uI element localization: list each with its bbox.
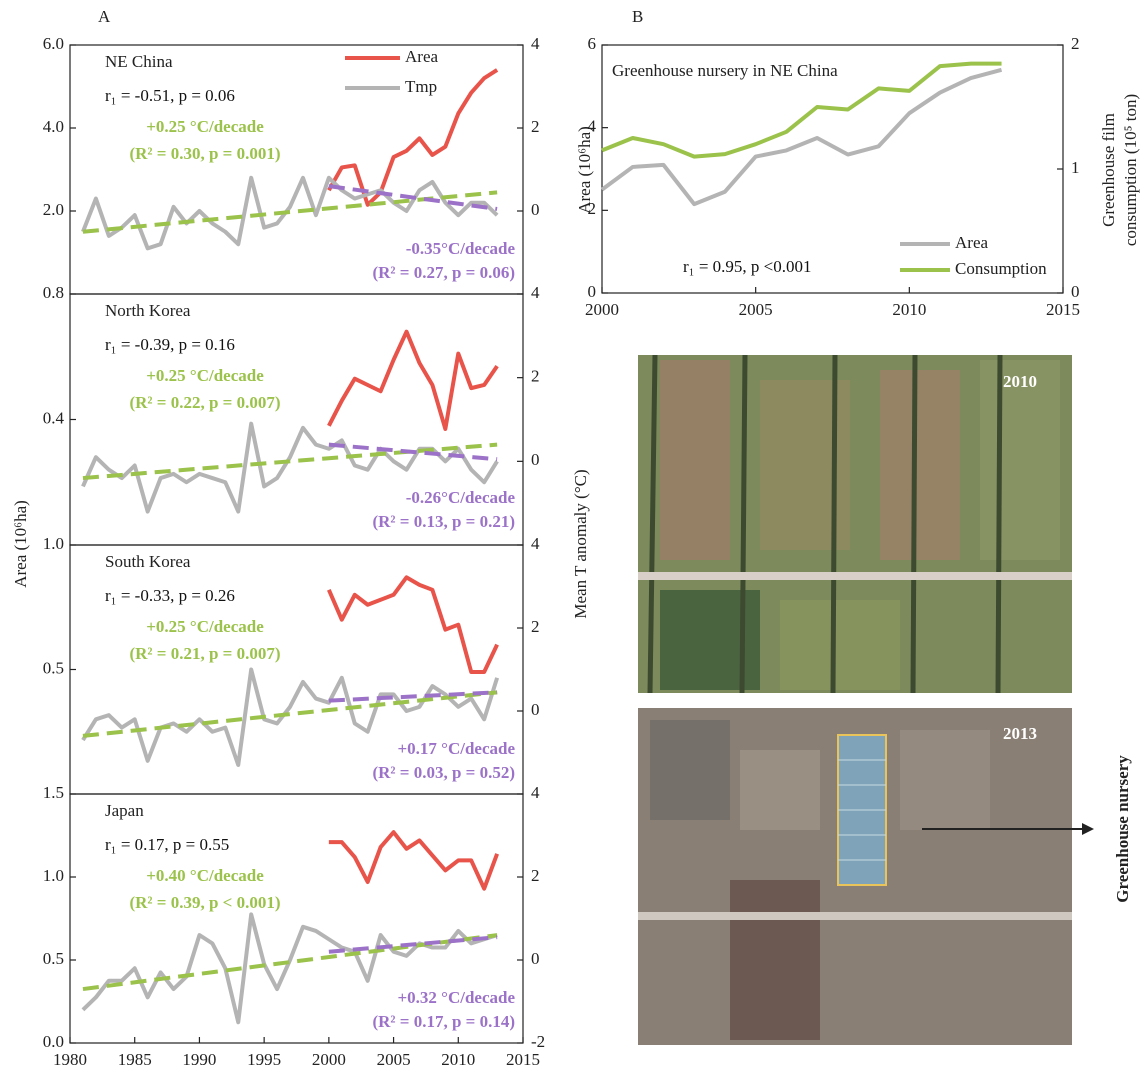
- photo-annotation: Greenhouse nursery: [1113, 755, 1132, 903]
- y2-tick-label: 0: [531, 200, 540, 219]
- y2-tick-label: 1: [1071, 158, 1080, 177]
- y2-tick-label: 0: [531, 450, 540, 469]
- annotation: +0.40 °C/decade: [146, 866, 264, 885]
- y2-tick-label: 2: [531, 117, 540, 136]
- annotation: r₁ = -0.33, p = 0.26: [105, 586, 235, 605]
- y2-tick-label: 2: [531, 367, 540, 386]
- x-tick-label: 1990: [182, 1050, 216, 1069]
- y2-tick-label: 2: [1071, 34, 1080, 53]
- x-tick-label: 1985: [118, 1050, 152, 1069]
- y2-tick-label: 0: [531, 700, 540, 719]
- panel-label: B: [632, 7, 643, 26]
- y2-tick-label: 4: [531, 783, 540, 802]
- plot-frame: [70, 294, 523, 545]
- x-tick-label: 2015: [506, 1050, 540, 1069]
- y-tick-label: 2.0: [43, 200, 64, 219]
- y2-tick-label: 0: [1071, 282, 1080, 301]
- legend-label: Consumption: [955, 259, 1047, 278]
- series-line: [329, 577, 497, 672]
- y-tick-label: 1.0: [43, 534, 64, 553]
- chart-title: Greenhouse nursery in NE China: [612, 61, 838, 80]
- y2-tick-label: -2: [531, 1032, 545, 1051]
- y-tick-label: 0.5: [43, 949, 64, 968]
- legend-label: Tmp: [405, 77, 437, 96]
- y-tick-label: 4.0: [43, 117, 64, 136]
- annotation: (R² = 0.39, p < 0.001): [129, 893, 280, 912]
- x-tick-label: 2000: [585, 300, 619, 319]
- y2-tick-label: 0: [531, 949, 540, 968]
- annotation: -0.26°C/decade: [406, 488, 516, 507]
- chart-title: NE China: [105, 52, 173, 71]
- chart-title: North Korea: [105, 301, 191, 320]
- annotation: r₁ = 0.17, p = 0.55: [105, 835, 229, 854]
- y-tick-label: 0.4: [43, 408, 65, 427]
- y-tick-label: 6: [588, 34, 597, 53]
- figure: A B Area (10⁶ha) Mean T anomaly (°C) Are…: [0, 0, 1148, 1076]
- y-tick-label: 4: [588, 117, 597, 136]
- series-line: [329, 332, 497, 429]
- x-tick-label: 1995: [247, 1050, 281, 1069]
- y2-axis-label: consumption (10⁵ ton): [1121, 94, 1140, 246]
- y-axis-label: Area (10⁶ha): [11, 500, 30, 588]
- annotation: r₁ = -0.51, p = 0.06: [105, 86, 235, 105]
- annotation: r₁ = -0.39, p = 0.16: [105, 335, 235, 354]
- annotation: +0.32 °C/decade: [397, 988, 515, 1007]
- annotation: (R² = 0.27, p = 0.06): [372, 263, 515, 282]
- legend-label: Area: [405, 47, 438, 66]
- annotation: (R² = 0.22, p = 0.007): [129, 393, 280, 412]
- y-tick-label: 0.0: [43, 1032, 64, 1051]
- panel-label: A: [98, 7, 111, 26]
- x-tick-label: 2010: [441, 1050, 475, 1069]
- annotation: (R² = 0.30, p = 0.001): [129, 144, 280, 163]
- x-tick-label: 1980: [53, 1050, 87, 1069]
- y2-axis-label: Mean T anomaly (°C): [571, 469, 590, 618]
- y-tick-label: 1.0: [43, 866, 64, 885]
- series-line: [329, 832, 497, 888]
- annotation: (R² = 0.21, p = 0.007): [129, 644, 280, 663]
- photo-year: 2010: [1003, 372, 1037, 391]
- annotation: (R² = 0.03, p = 0.52): [372, 763, 515, 782]
- y2-tick-label: 4: [531, 534, 540, 553]
- y-tick-label: 0.5: [43, 658, 64, 677]
- x-tick-label: 2015: [1046, 300, 1080, 319]
- series-line: [602, 70, 1002, 204]
- x-tick-label: 2000: [312, 1050, 346, 1069]
- y2-axis-label: Greenhouse film: [1099, 113, 1118, 227]
- annotation: +0.25 °C/decade: [146, 617, 264, 636]
- y-tick-label: 2: [588, 199, 597, 218]
- annotation: (R² = 0.17, p = 0.14): [372, 1012, 515, 1031]
- y2-tick-label: 4: [531, 283, 540, 302]
- x-tick-label: 2005: [377, 1050, 411, 1069]
- photo-2010: [638, 355, 1072, 693]
- x-tick-label: 2010: [892, 300, 926, 319]
- annotation: (R² = 0.13, p = 0.21): [372, 512, 515, 531]
- photo-year: 2013: [1003, 724, 1037, 743]
- y2-tick-label: 2: [531, 866, 540, 885]
- photo-2013: [638, 708, 1094, 1045]
- y-tick-label: 0.8: [43, 283, 64, 302]
- chart-title: Japan: [105, 801, 144, 820]
- annotation: +0.17 °C/decade: [397, 739, 515, 758]
- plot-frame: [602, 45, 1063, 293]
- y-tick-label: 6.0: [43, 34, 64, 53]
- trend-line: [83, 692, 497, 736]
- annotation: +0.25 °C/decade: [146, 117, 264, 136]
- x-tick-label: 2005: [739, 300, 773, 319]
- annotation: -0.35°C/decade: [406, 239, 516, 258]
- y2-tick-label: 2: [531, 617, 540, 636]
- legend-label: Area: [955, 233, 988, 252]
- annotation: +0.25 °C/decade: [146, 366, 264, 385]
- y-tick-label: 1.5: [43, 783, 64, 802]
- y-tick-label: 0: [588, 282, 597, 301]
- chart-title: South Korea: [105, 552, 191, 571]
- annotation: r₁ = 0.95, p <0.001: [683, 257, 812, 276]
- y2-tick-label: 4: [531, 34, 540, 53]
- trend-line: [83, 192, 497, 231]
